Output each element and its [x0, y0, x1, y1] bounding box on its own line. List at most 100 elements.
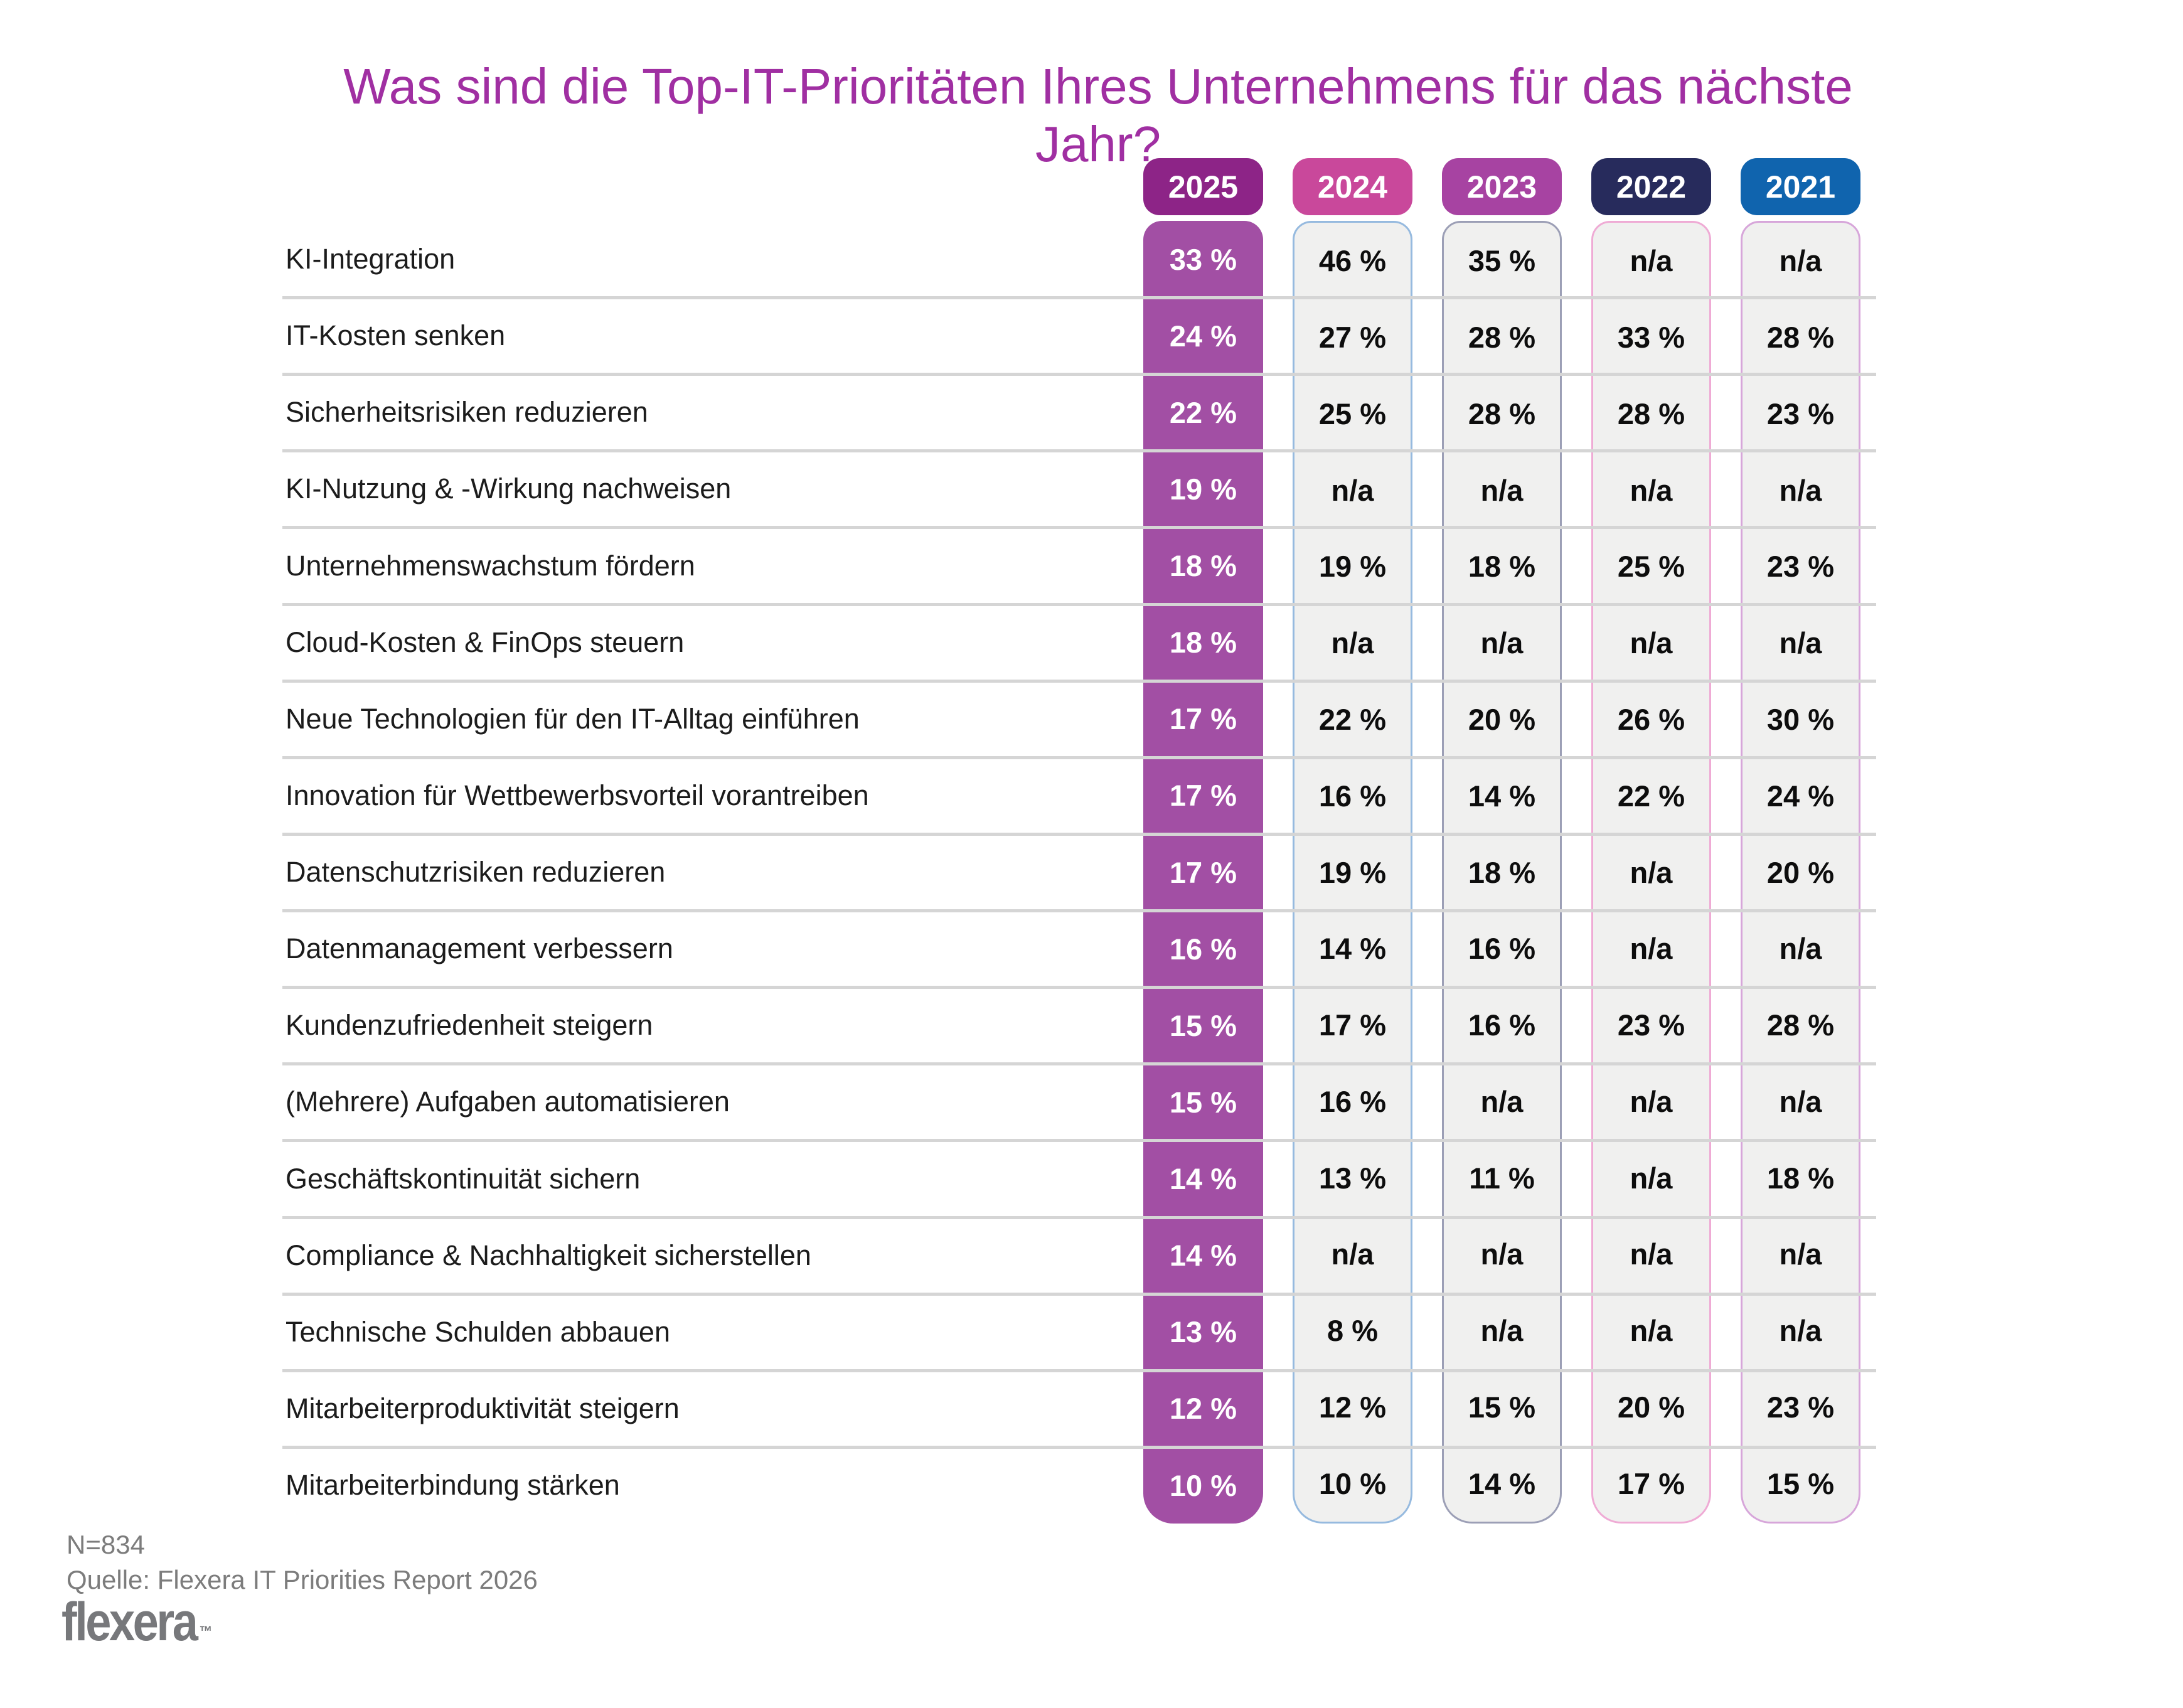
page-title: Was sind die Top-IT-Prioritäten Ihres Un…	[343, 58, 1853, 172]
year-body-2022: n/a 33 % 28 % n/a 25 % n/a 26 % 22 % n/a n/a 23 % n…	[1591, 221, 1711, 1524]
value-cell: 16 %	[1169, 932, 1237, 966]
year-header-2022: 2022	[1591, 158, 1711, 215]
value-cell: 17 %	[1318, 1008, 1387, 1042]
value-cell: 18 %	[1169, 626, 1237, 659]
value-cell: 16 %	[1318, 779, 1387, 813]
row-label: Compliance & Nachhaltigkeit sicherstelle…	[286, 1239, 811, 1271]
row-label: Geschäftskontinuität sichern	[286, 1162, 641, 1195]
value-cell: n/a	[1630, 244, 1673, 278]
year-body-2025: 33 % 24 % 22 % 19 % 18 % 18 % 17 % 17 % 17 % 16 %…	[1143, 221, 1263, 1524]
value-cell: 16 %	[1468, 1008, 1536, 1042]
row-label: IT-Kosten senken	[286, 319, 506, 352]
row-separator	[282, 373, 1876, 376]
value-cell: 26 %	[1617, 702, 1685, 736]
value-cell: n/a	[1630, 1084, 1673, 1118]
value-cell: n/a	[1779, 1237, 1822, 1271]
value-cell: n/a	[1779, 1084, 1822, 1118]
year-header-2023: 2023	[1442, 158, 1562, 215]
value-cell: 28 %	[1766, 321, 1835, 355]
value-cell: n/a	[1331, 1237, 1374, 1271]
value-cell: n/a	[1779, 932, 1822, 966]
row-label: Cloud-Kosten & FinOps steuern	[286, 626, 685, 658]
trademark-symbol: ™	[199, 1623, 213, 1640]
row-separator	[282, 526, 1876, 530]
value-cell: n/a	[1480, 1314, 1524, 1348]
row-label: Neue Technologien für den IT-Alltag einf…	[286, 702, 860, 735]
row-separator	[282, 1139, 1876, 1143]
value-cell: 19 %	[1318, 550, 1387, 584]
value-cell: 13 %	[1169, 1315, 1237, 1349]
flexera-logo: flexera ™	[61, 1591, 212, 1653]
year-body-2021: n/a 28 % 23 % n/a 23 % n/a 30 % 24 % 20 % n/a 28 %…	[1741, 221, 1860, 1524]
value-cell: 28 %	[1766, 1008, 1835, 1042]
row-label: Technische Schulden abbauen	[286, 1315, 670, 1348]
value-cell: 23 %	[1766, 397, 1835, 430]
value-cell: n/a	[1480, 1084, 1524, 1118]
value-cell: n/a	[1630, 932, 1673, 966]
value-cell: 15 %	[1468, 1390, 1536, 1424]
year-header-2025: 2025	[1143, 158, 1263, 215]
value-cell: 19 %	[1169, 472, 1237, 506]
value-cell: 33 %	[1169, 242, 1237, 276]
value-cell: 10 %	[1169, 1468, 1237, 1502]
value-cell: 14 %	[1468, 779, 1536, 813]
value-cell: 19 %	[1318, 855, 1387, 889]
row-separator	[282, 1062, 1876, 1066]
year-header-2024: 2024	[1293, 158, 1412, 215]
value-cell: n/a	[1630, 1237, 1673, 1271]
value-cell: n/a	[1480, 473, 1524, 507]
value-cell: 25 %	[1318, 397, 1387, 430]
value-cell: 24 %	[1766, 779, 1835, 813]
row-label: Mitarbeiterbindung stärken	[286, 1469, 620, 1502]
value-cell: 14 %	[1468, 1466, 1536, 1500]
value-cell: 18 %	[1766, 1161, 1835, 1195]
value-cell: 15 %	[1169, 1008, 1237, 1042]
value-cell: 10 %	[1318, 1466, 1387, 1500]
value-cell: 25 %	[1617, 550, 1685, 584]
value-cell: n/a	[1630, 855, 1673, 889]
value-cell: 18 %	[1169, 549, 1237, 583]
row-separator	[282, 986, 1876, 990]
year-body-2023: 35 % 28 % 28 % n/a 18 % n/a 20 % 14 % 18 % 16 % 16…	[1442, 221, 1562, 1524]
value-cell: 20 %	[1766, 855, 1835, 889]
row-separator	[282, 1215, 1876, 1219]
value-cell: 18 %	[1468, 550, 1536, 584]
value-cell: 22 %	[1169, 395, 1237, 429]
value-cell: 18 %	[1468, 855, 1536, 889]
value-cell: 17 %	[1617, 1466, 1685, 1500]
year-body-2024: 46 % 27 % 25 % n/a 19 % n/a 22 % 16 % 19 % 14 % 17…	[1293, 221, 1412, 1524]
row-label: Kundenzufriedenheit steigern	[286, 1009, 653, 1042]
value-cell: 16 %	[1318, 1084, 1387, 1118]
value-cell: n/a	[1779, 244, 1822, 278]
row-separator	[282, 679, 1876, 683]
value-cell: 23 %	[1766, 550, 1835, 584]
value-cell: 27 %	[1318, 321, 1387, 355]
value-cell: 8 %	[1327, 1314, 1378, 1348]
value-cell: 33 %	[1617, 321, 1685, 355]
value-cell: n/a	[1480, 626, 1524, 660]
row-label: Datenschutzrisiken reduzieren	[286, 856, 666, 889]
row-label: Mitarbeiterproduktivität steigern	[286, 1392, 680, 1424]
value-cell: n/a	[1630, 1161, 1673, 1195]
row-separator	[282, 602, 1876, 606]
row-label: Unternehmenswachstum fördern	[286, 549, 695, 582]
row-label: Sicherheitsrisiken reduzieren	[286, 396, 648, 429]
value-cell: 13 %	[1318, 1161, 1387, 1195]
row-label: Datenmanagement verbessern	[286, 932, 673, 965]
value-cell: 16 %	[1468, 932, 1536, 966]
row-separator	[282, 832, 1876, 836]
row-separator	[282, 449, 1876, 453]
value-cell: 14 %	[1169, 1239, 1237, 1273]
flexera-wordmark: flexera	[61, 1592, 198, 1652]
value-cell: 14 %	[1169, 1162, 1237, 1196]
value-cell: 17 %	[1169, 855, 1237, 889]
value-cell: 23 %	[1617, 1008, 1685, 1042]
value-cell: n/a	[1779, 626, 1822, 660]
value-cell: 24 %	[1169, 319, 1237, 353]
row-separator	[282, 1445, 1876, 1449]
value-cell: 15 %	[1766, 1466, 1835, 1500]
value-cell: 14 %	[1318, 932, 1387, 966]
value-cell: n/a	[1779, 1314, 1822, 1348]
value-cell: 23 %	[1766, 1390, 1835, 1424]
